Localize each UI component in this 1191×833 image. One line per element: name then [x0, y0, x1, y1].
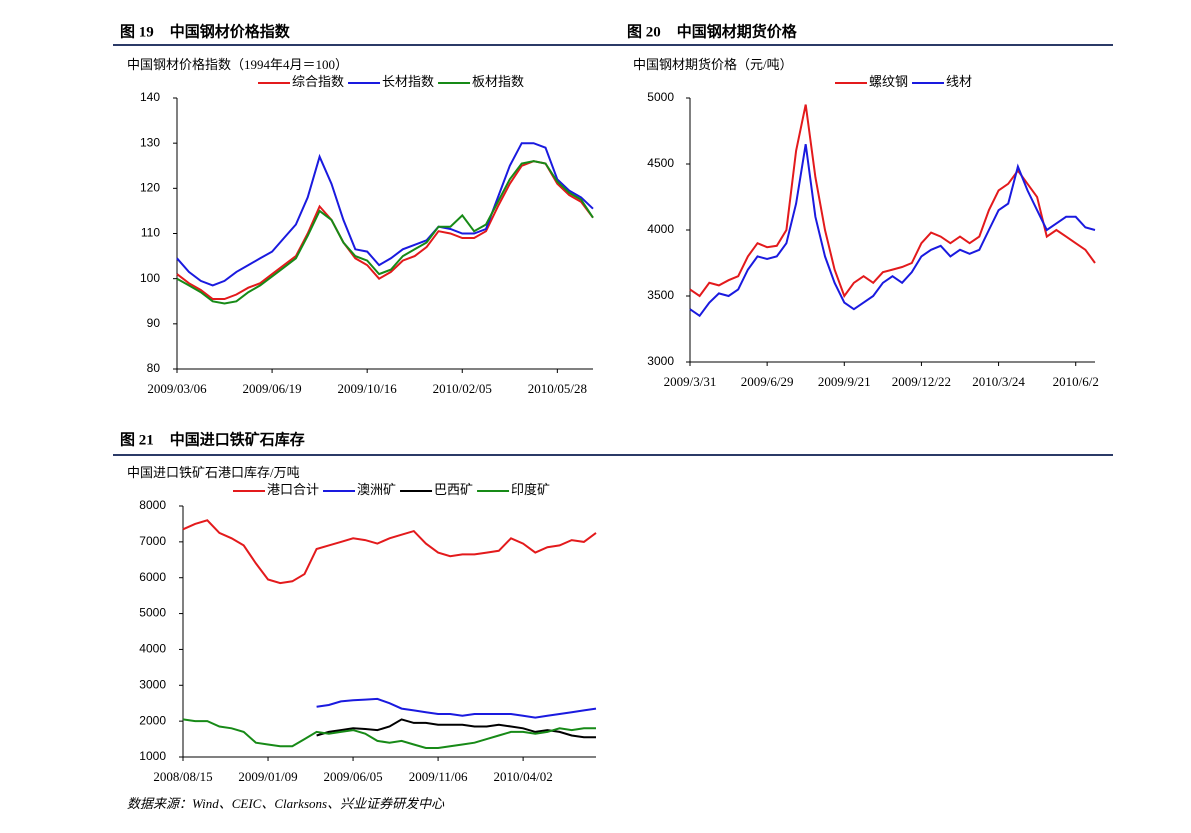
figure-label: 图 19	[120, 23, 154, 40]
y-tick-label: 3500	[647, 288, 674, 302]
y-tick-label: 2000	[139, 713, 166, 727]
x-tick-label: 2009/03/06	[147, 381, 207, 396]
legend-label: 长材指数	[382, 74, 434, 89]
x-tick-label: 2008/08/15	[153, 769, 212, 784]
series-line	[316, 718, 596, 739]
series-line	[689, 144, 1096, 318]
y-tick-label: 110	[141, 226, 160, 240]
figure-title: 中国钢材期货价格	[677, 22, 798, 40]
legend-label: 印度矿	[511, 482, 550, 497]
series-line	[176, 160, 594, 305]
y-tick-label: 5000	[139, 606, 166, 620]
x-tick-label: 2009/11/06	[409, 769, 468, 784]
x-tick-label: 2010/04/02	[494, 769, 553, 784]
x-tick-label: 2009/3/31	[664, 374, 717, 389]
y-tick-label: 4000	[647, 222, 674, 236]
x-tick-label: 2009/10/16	[338, 381, 398, 396]
series-line	[689, 104, 1096, 299]
chart-subtitle: 中国进口铁矿石港口库存/万吨	[127, 465, 300, 480]
series-line	[182, 718, 596, 749]
y-tick-label: 120	[140, 181, 160, 195]
y-tick-label: 5000	[647, 90, 674, 104]
series-line	[182, 519, 597, 585]
x-tick-label: 2010/6/2	[1053, 374, 1099, 389]
y-tick-label: 140	[140, 90, 160, 104]
x-tick-label: 2009/01/09	[238, 769, 297, 784]
legend-label: 板材指数	[472, 74, 524, 89]
legend-label: 螺纹钢	[869, 74, 908, 89]
legend-label: 巴西矿	[434, 482, 473, 497]
x-tick-label: 2009/12/22	[892, 374, 951, 389]
figure-title: 中国钢材价格指数	[170, 22, 291, 40]
x-tick-label: 2010/05/28	[528, 381, 587, 396]
legend-label: 澳洲矿	[357, 482, 396, 497]
y-tick-label: 8000	[139, 498, 166, 512]
figure-label: 图 20	[627, 23, 661, 40]
x-tick-label: 2009/6/29	[741, 374, 794, 389]
y-tick-label: 80	[147, 361, 161, 375]
legend-label: 港口合计	[267, 482, 319, 497]
y-tick-label: 4500	[647, 156, 674, 170]
series-line	[176, 142, 594, 287]
y-tick-label: 100	[140, 271, 160, 285]
y-tick-label: 6000	[139, 570, 166, 584]
series-line	[176, 160, 594, 300]
y-tick-label: 90	[147, 316, 161, 330]
series-line	[316, 697, 597, 719]
chart-subtitle: 中国钢材价格指数（1994年4月＝100）	[127, 57, 348, 72]
y-tick-label: 7000	[139, 534, 166, 548]
y-tick-label: 4000	[139, 642, 166, 656]
legend-label: 综合指数	[292, 74, 344, 89]
chart-subtitle: 中国钢材期货价格（元/吨）	[633, 57, 793, 72]
x-tick-label: 2009/06/19	[242, 381, 301, 396]
legend-label: 线材	[946, 74, 972, 89]
figure-title: 中国进口铁矿石库存	[170, 430, 305, 448]
x-tick-label: 2009/06/05	[323, 769, 382, 784]
figure-label: 图 21	[120, 431, 154, 448]
x-tick-label: 2010/3/24	[972, 374, 1025, 389]
source-note: 数据来源：Wind、CEIC、Clarksons、兴业证券研发中心	[127, 796, 445, 811]
y-tick-label: 3000	[647, 354, 674, 368]
y-tick-label: 130	[140, 135, 160, 149]
y-tick-label: 1000	[139, 749, 166, 763]
x-tick-label: 2010/02/05	[433, 381, 492, 396]
y-tick-label: 3000	[139, 677, 166, 691]
x-tick-label: 2009/9/21	[818, 374, 871, 389]
